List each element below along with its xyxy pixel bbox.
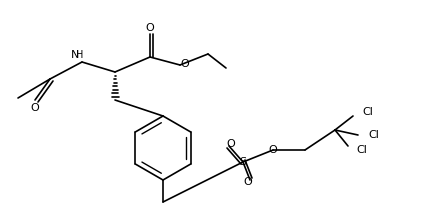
Text: S: S (240, 157, 246, 167)
Text: Cl: Cl (362, 107, 373, 117)
Text: Cl: Cl (368, 130, 379, 140)
Text: O: O (227, 139, 235, 149)
Text: H: H (76, 50, 84, 60)
Text: O: O (180, 59, 189, 69)
Text: O: O (146, 23, 154, 33)
Text: N: N (71, 50, 79, 60)
Text: Cl: Cl (356, 145, 367, 155)
Text: O: O (31, 103, 40, 113)
Text: O: O (269, 145, 277, 155)
Text: O: O (244, 177, 252, 187)
